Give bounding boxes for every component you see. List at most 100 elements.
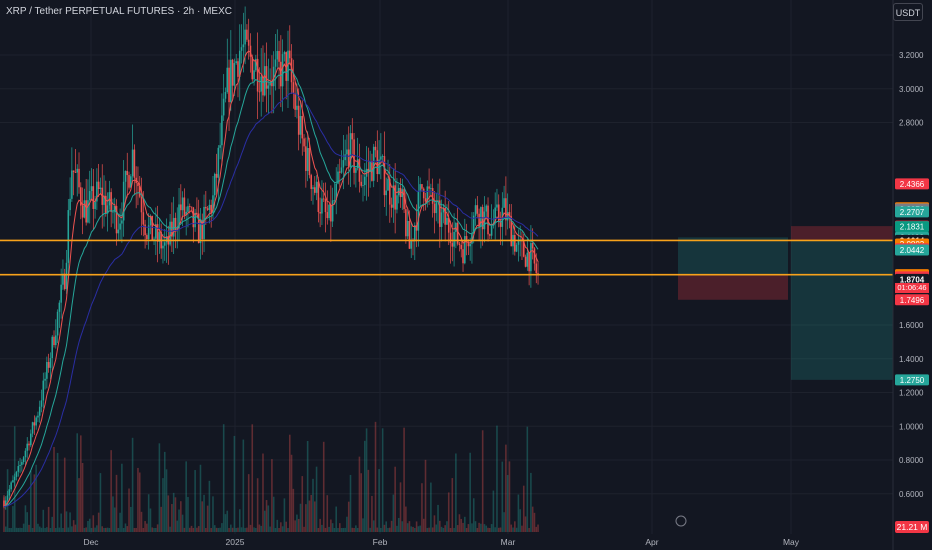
candle-body — [197, 213, 200, 244]
volume-bar — [358, 456, 361, 532]
candle-body — [212, 195, 214, 214]
candle-body — [119, 223, 121, 230]
bar-countdown: 01:06:46 — [895, 283, 929, 293]
volume-bar — [517, 494, 520, 532]
candle-body — [244, 29, 246, 45]
volume-bar — [474, 521, 477, 532]
volume-bar — [106, 527, 109, 532]
volume-bar — [112, 496, 114, 532]
volume-bar — [17, 528, 20, 532]
volume-bar — [378, 469, 380, 532]
volume-bar — [371, 495, 373, 532]
volume-bar — [221, 523, 223, 532]
volume-bar — [389, 527, 391, 532]
candle-body — [253, 70, 255, 80]
candle-body — [178, 204, 180, 229]
candle-body — [356, 159, 359, 169]
price-label-box — [895, 244, 929, 256]
candle-body — [294, 93, 296, 110]
candle-body — [6, 495, 9, 501]
volume-bar — [212, 496, 214, 532]
candle-body — [121, 220, 123, 224]
candle-body — [337, 171, 339, 184]
volume-bar — [274, 528, 277, 532]
candle-body — [81, 205, 84, 218]
candle-body — [312, 187, 314, 189]
volume-bar — [297, 518, 300, 532]
currency-button[interactable]: USDT — [893, 3, 923, 21]
candle-body — [58, 302, 61, 312]
volume-bar — [226, 510, 229, 532]
price-label: 2.2707 — [900, 208, 925, 217]
candle-body — [80, 187, 82, 206]
volume-bar — [301, 476, 304, 532]
candle-body — [219, 145, 221, 148]
candle-body — [408, 220, 411, 249]
volume-bar — [290, 454, 293, 532]
candle-body — [199, 220, 202, 244]
volume-bar — [124, 523, 127, 532]
volume-bar — [467, 524, 470, 532]
volume-bar — [96, 525, 98, 532]
volume-bar — [137, 467, 139, 532]
candle-body — [485, 205, 488, 212]
candle-body — [376, 150, 379, 175]
candle-body — [330, 204, 332, 222]
candle-body — [526, 252, 529, 267]
volume-bar — [362, 518, 364, 532]
volume-bar — [367, 469, 370, 532]
volume-bar — [308, 500, 311, 532]
volume-bar — [331, 523, 334, 532]
volume-bar — [72, 520, 75, 532]
volume-bar — [162, 478, 164, 532]
candle-body — [235, 61, 237, 64]
volume-bar — [71, 526, 73, 532]
candle-body — [460, 244, 463, 250]
volume-bar — [294, 520, 296, 532]
candle-body — [158, 232, 161, 242]
volume-bar — [490, 524, 493, 532]
volume-bar — [458, 514, 461, 532]
candle-body — [224, 92, 227, 99]
candle-body — [3, 500, 5, 507]
volume-bar — [428, 527, 430, 532]
volume-bar — [497, 527, 500, 532]
volume-bar — [3, 497, 5, 532]
candle-body — [456, 222, 459, 244]
candle-body — [458, 243, 461, 245]
volume-bar — [351, 527, 354, 532]
volume-bar — [324, 527, 327, 532]
candle-body — [238, 50, 241, 77]
candle-body — [506, 212, 509, 221]
volume-bar — [156, 524, 159, 532]
candle-body — [469, 243, 471, 247]
candle-body — [112, 211, 114, 213]
volume-bar — [237, 527, 239, 532]
volume-bar — [503, 512, 505, 532]
candle-body — [474, 205, 477, 216]
candle-body — [364, 176, 366, 186]
candle-body — [480, 207, 482, 227]
volume-bar — [510, 524, 513, 532]
y-tick-label: 1.2000 — [899, 389, 924, 398]
candle-body — [87, 200, 89, 223]
volume-bar — [235, 527, 237, 532]
volume-bar — [238, 509, 241, 532]
volume-bar — [38, 526, 41, 532]
volume-bar — [46, 527, 48, 532]
candle-body — [205, 206, 207, 209]
volume-bar — [417, 526, 420, 532]
volume-bar — [449, 527, 452, 532]
volume-bar — [135, 527, 137, 532]
candle-body — [142, 212, 145, 225]
candle-body — [467, 241, 470, 247]
volume-bar — [424, 459, 427, 532]
volume-bar — [138, 472, 141, 532]
candle-body — [153, 238, 155, 240]
volume-bar — [512, 527, 514, 532]
candle-body — [471, 233, 473, 244]
candle-body — [301, 115, 304, 139]
candle-body — [96, 181, 98, 202]
